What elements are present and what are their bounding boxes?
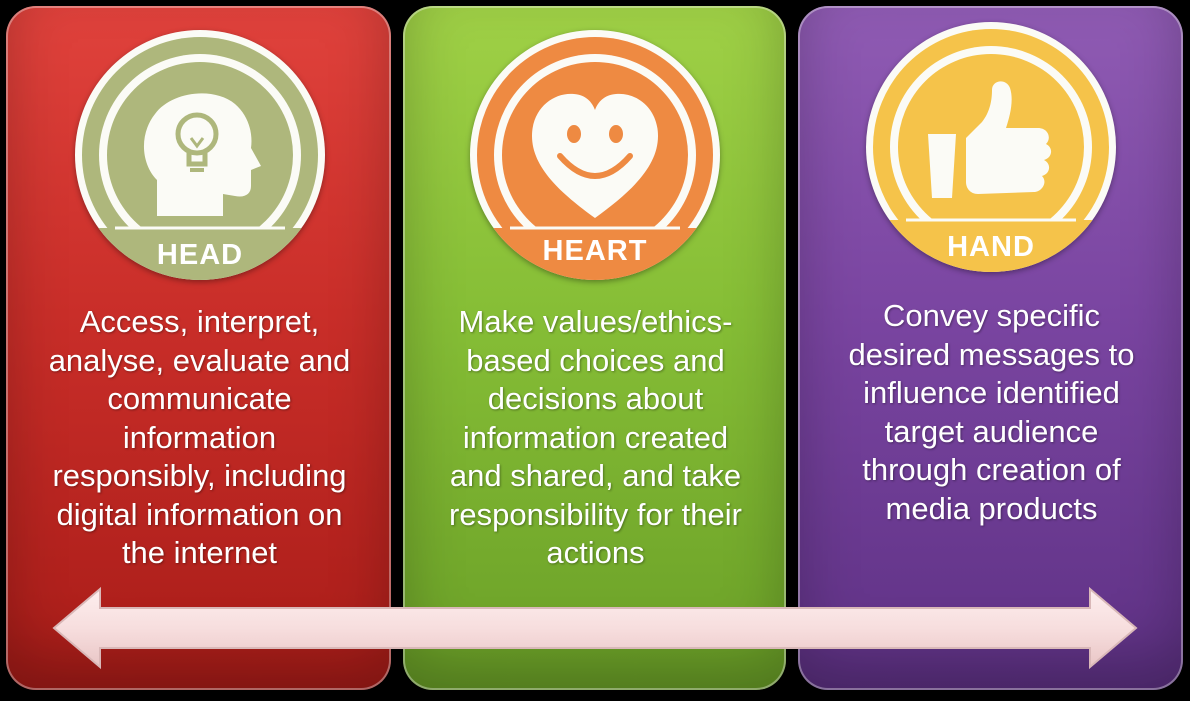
double-headed-arrow	[52, 586, 1138, 670]
smiling-heart-icon	[470, 37, 720, 280]
description-line: decisions about	[487, 381, 704, 416]
description-line: Convey specific	[882, 298, 1101, 333]
head-description: Access, interpret, analyse, evaluate and…	[22, 303, 377, 573]
heart-description: Make values/ethics- based choices and de…	[418, 303, 773, 573]
description-line: communicate	[107, 381, 292, 416]
head-lightbulb-icon	[75, 37, 325, 280]
thumbs-up-icon	[866, 29, 1116, 272]
description-line: and shared, and take	[449, 458, 742, 493]
description-line: responsibly, including	[52, 458, 347, 493]
description-line: Make values/ethics-	[458, 304, 733, 339]
description-line: information	[122, 419, 277, 455]
description-line: digital information on	[56, 496, 343, 532]
description-line: actions	[546, 535, 645, 570]
description-line: influence identified	[863, 375, 1120, 410]
hand-description: Convey specific desired messages to infl…	[814, 297, 1169, 528]
description-line: the internet	[121, 535, 278, 570]
description-line: Access, interpret,	[79, 304, 320, 339]
hand-badge: HAND	[866, 22, 1116, 272]
description-line: target audience	[884, 413, 1099, 449]
description-line: desired messages to	[848, 336, 1135, 372]
description-line: based choices and	[466, 342, 725, 378]
description-line: responsibility for their	[449, 496, 742, 532]
description-line: analyse, evaluate and	[48, 342, 351, 378]
heart-badge: HEART	[470, 30, 720, 280]
heart-badge-label: HEART	[542, 235, 648, 267]
head-badge-label: HEAD	[156, 239, 244, 271]
head-badge: HEAD	[75, 30, 325, 280]
description-line: information created	[462, 419, 729, 455]
description-line: through creation of	[862, 452, 1121, 487]
description-line: media products	[885, 490, 1098, 526]
hand-badge-label: HAND	[947, 231, 1035, 263]
